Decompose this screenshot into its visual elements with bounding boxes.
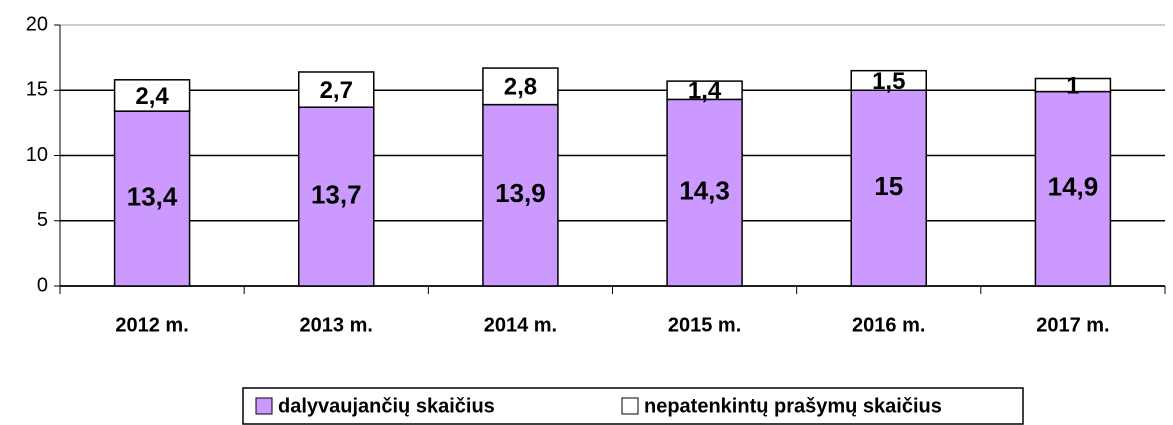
x-tick-label: 2012 m.: [115, 314, 188, 336]
value-label: 2,7: [320, 77, 353, 104]
value-label: 13,7: [311, 179, 362, 209]
bar-segment: [482, 103, 559, 287]
x-tick-label: 2015 m.: [668, 314, 741, 336]
legend-label: nepatenkintų prašymų skaičius: [644, 395, 942, 417]
value-label: 14,9: [1048, 172, 1099, 202]
value-label: 13,9: [495, 178, 546, 208]
bar-segment: [298, 71, 375, 108]
x-tick-label: 2013 m.: [300, 314, 373, 336]
bar-segment: [482, 67, 559, 106]
value-label: 1: [1066, 72, 1079, 99]
bar-segment: [850, 69, 927, 92]
x-tick-label: 2017 m.: [1036, 314, 1109, 336]
x-tick-label: 2014 m.: [484, 314, 557, 336]
legend-swatch: [621, 397, 639, 415]
y-tick-label: 0: [37, 274, 48, 296]
y-tick-label: 5: [37, 209, 48, 231]
value-label: 13,4: [127, 181, 178, 211]
legend-swatch: [255, 397, 273, 415]
value-label: 15: [874, 171, 903, 201]
bar-segment: [666, 80, 743, 101]
x-tick-label: 2016 m.: [852, 314, 925, 336]
value-label: 2,4: [135, 83, 169, 110]
bar-segment: [298, 106, 375, 287]
bar-segment: [666, 98, 743, 287]
y-tick-label: 10: [26, 144, 48, 166]
bar-segment: [1034, 77, 1112, 93]
value-label: 14,3: [679, 176, 730, 206]
value-label: 1,5: [872, 68, 905, 95]
legend-label: dalyvaujančių skaičius: [278, 395, 495, 417]
value-label: 1,4: [688, 78, 722, 105]
bar-segment: [1034, 90, 1112, 287]
y-tick-label: 15: [26, 79, 48, 101]
bar-segment: [113, 79, 191, 112]
y-tick-label: 20: [26, 13, 48, 35]
value-label: 2,8: [504, 74, 537, 101]
